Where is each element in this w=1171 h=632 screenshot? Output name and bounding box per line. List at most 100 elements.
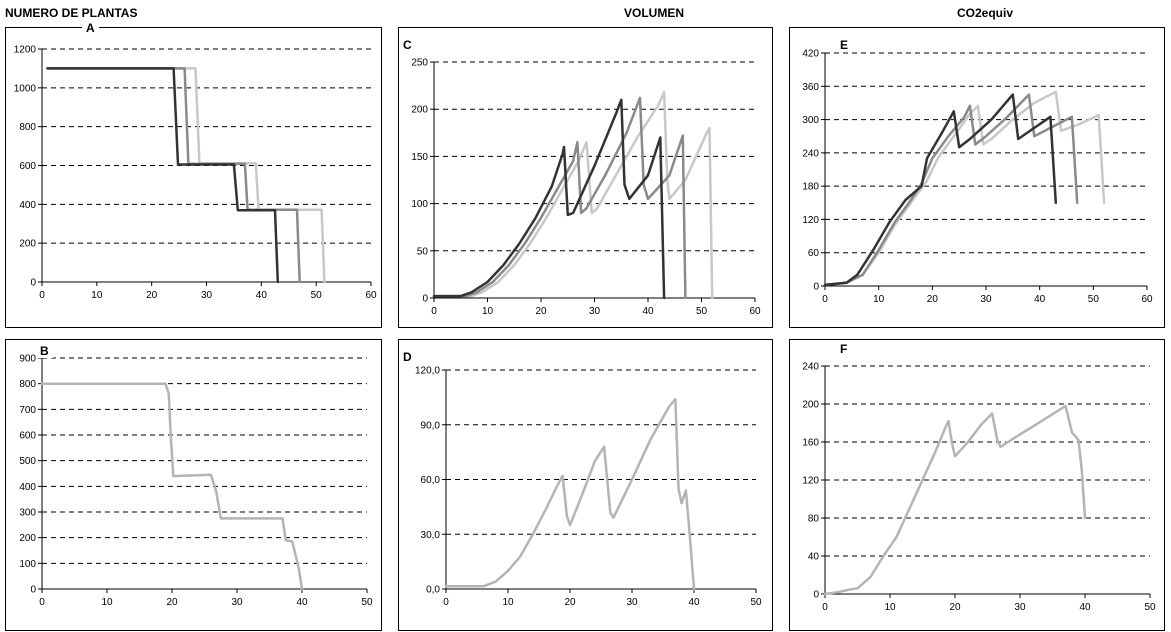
chart-b-y-tick-label: 700 bbox=[19, 405, 36, 416]
panel-letter-e: E bbox=[836, 38, 853, 52]
chart-e-x-tick-label: 20 bbox=[927, 294, 939, 305]
chart-c-y-tick-label: 50 bbox=[417, 246, 429, 257]
chart-f-y-tick-label: 240 bbox=[802, 362, 819, 373]
chart-c-x-tick-label: 50 bbox=[696, 306, 708, 317]
chart-f-y-tick-label: 200 bbox=[802, 400, 819, 411]
chart-f-y-tick-label: 120 bbox=[802, 476, 819, 487]
chart-f-x-tick-label: 30 bbox=[1014, 602, 1026, 613]
chart-b-plot: 0 100 200 300 400 500 600 700 800 900 0 10 20 30 40 50 bbox=[19, 354, 373, 609]
chart-b-y-tick-label: 200 bbox=[19, 533, 36, 544]
chart-a-x-tick-label: 0 bbox=[39, 290, 45, 301]
chart-f-plot: 0 40 80 120 160 200 240 0 10 20 30 40 50 bbox=[802, 362, 1156, 614]
chart-c-series-line-1 bbox=[432, 90, 714, 300]
chart-c-y-tick-label: 250 bbox=[411, 58, 428, 69]
chart-b-y-tick-label: 900 bbox=[19, 354, 36, 365]
chart-a-y-tick-label: 1000 bbox=[14, 83, 37, 94]
chart-f-x-tick-label: 50 bbox=[1144, 602, 1156, 613]
chart-d-y-tick-label: 60,0 bbox=[421, 475, 441, 486]
chart-a-y-tick-label: 0 bbox=[30, 278, 36, 289]
panel-letter-f: F bbox=[836, 342, 852, 356]
chart-d-series-line-1 bbox=[444, 397, 696, 591]
chart-b-x-tick-label: 10 bbox=[101, 597, 113, 608]
chart-c-x-tick-label: 40 bbox=[642, 306, 654, 317]
chart-a-x-tick-label: 60 bbox=[365, 290, 377, 301]
chart-b-x-tick-label: 0 bbox=[39, 597, 45, 608]
chart-e-y-tick-label: 420 bbox=[802, 49, 819, 60]
chart-a-y-tick-label: 600 bbox=[19, 161, 36, 172]
column-title-numero-de-plantas: NUMERO DE PLANTAS bbox=[5, 6, 138, 20]
chart-b-series-line-1 bbox=[40, 382, 304, 591]
chart-d-y-tick-label: 90,0 bbox=[421, 420, 441, 431]
chart-c-y-tick-label: 200 bbox=[411, 105, 428, 116]
chart-c-x-tick-label: 0 bbox=[431, 306, 437, 317]
chart-e-y-tick-label: 0 bbox=[813, 282, 819, 293]
chart-b-y-tick-label: 0 bbox=[30, 585, 36, 596]
chart-e-x-tick-label: 40 bbox=[1034, 294, 1046, 305]
chart-a-series-line-3 bbox=[46, 67, 280, 284]
chart-d-x-tick-label: 30 bbox=[626, 597, 638, 608]
chart-f-x-tick-label: 0 bbox=[822, 602, 828, 613]
chart-b-y-tick-label: 400 bbox=[19, 482, 36, 493]
chart-a-x-tick-label: 20 bbox=[146, 290, 158, 301]
chart-e-y-tick-label: 120 bbox=[802, 215, 819, 226]
chart-d-y-tick-label: 30,0 bbox=[421, 530, 441, 541]
chart-a-series-line-1 bbox=[46, 67, 326, 284]
chart-panel-b: 0 100 200 300 400 500 600 700 800 900 0 10 20 30 40 50 … bbox=[5, 339, 382, 631]
chart-c-y-tick-label: 100 bbox=[411, 199, 428, 210]
chart-a-y-tick-label: 200 bbox=[19, 239, 36, 250]
chart-e-plot: 0 60 120 180 240 300 360 420 0 10 20 30 40 50 60 bbox=[802, 49, 1153, 306]
chart-a-y-tick-label: 800 bbox=[19, 122, 36, 133]
chart-d-x-tick-label: 20 bbox=[564, 597, 576, 608]
panel-letter-a: A bbox=[82, 21, 99, 35]
chart-e-y-tick-label: 60 bbox=[808, 248, 820, 259]
chart-a-y-tick-label: 400 bbox=[19, 200, 36, 211]
panel-letter-c: C bbox=[399, 38, 416, 52]
chart-c-plot: 0 50 100 150 200 250 0 10 20 30 40 50 60 bbox=[411, 58, 761, 318]
chart-b-x-tick-label: 20 bbox=[166, 597, 178, 608]
chart-e-series-line-3 bbox=[823, 93, 1058, 287]
chart-e-x-tick-label: 50 bbox=[1088, 294, 1100, 305]
chart-b-y-tick-label: 300 bbox=[19, 508, 36, 519]
chart-panel-f: 0 40 80 120 160 200 240 0 10 20 30 40 50 F bbox=[789, 339, 1165, 631]
chart-panel-c: 0 50 100 150 200 250 0 10 20 30 40 50 60 C bbox=[398, 27, 773, 328]
chart-f-y-tick-label: 80 bbox=[808, 514, 820, 525]
chart-e-y-tick-label: 300 bbox=[802, 115, 819, 126]
column-title-co2equiv: CO2equiv bbox=[957, 6, 1014, 20]
chart-f-y-tick-label: 40 bbox=[808, 552, 820, 563]
chart-a-plot: 0 200 400 600 800 1000 1200 0 10 20 30 40 50 60 bbox=[14, 45, 377, 302]
chart-d-plot: 0,0 30,0 60,0 90,0 120,0 0 10 20 30 40 50 bbox=[415, 366, 762, 609]
chart-c-series-line-2 bbox=[432, 96, 687, 300]
chart-e-x-tick-label: 0 bbox=[822, 294, 828, 305]
chart-d-y-tick-label: 120,0 bbox=[415, 366, 440, 377]
chart-a-series-line-2 bbox=[46, 67, 301, 284]
chart-b-x-tick-label: 40 bbox=[296, 597, 308, 608]
chart-f-x-tick-label: 40 bbox=[1079, 602, 1091, 613]
chart-b-y-tick-label: 100 bbox=[19, 559, 36, 570]
chart-a-x-tick-label: 30 bbox=[201, 290, 213, 301]
panel-letter-b: B bbox=[36, 344, 53, 358]
chart-c-y-tick-label: 0 bbox=[422, 294, 428, 305]
chart-a-x-tick-label: 50 bbox=[311, 290, 323, 301]
chart-d-x-tick-label: 0 bbox=[443, 597, 449, 608]
chart-panel-e: 0 60 120 180 240 300 360 420 0 10 20 30 40 50 60 E bbox=[789, 27, 1165, 328]
chart-b-y-tick-label: 800 bbox=[19, 379, 36, 390]
chart-e-y-tick-label: 180 bbox=[802, 182, 819, 193]
chart-b-x-tick-label: 50 bbox=[361, 597, 373, 608]
chart-e-x-tick-label: 10 bbox=[873, 294, 885, 305]
chart-f-x-tick-label: 20 bbox=[949, 602, 961, 613]
chart-a-x-tick-label: 40 bbox=[256, 290, 268, 301]
chart-b-y-tick-label: 500 bbox=[19, 456, 36, 467]
chart-d-y-tick-label: 0,0 bbox=[426, 585, 440, 596]
chart-e-y-tick-label: 360 bbox=[802, 82, 819, 93]
chart-f-y-tick-label: 160 bbox=[802, 438, 819, 449]
chart-c-x-tick-label: 10 bbox=[482, 306, 494, 317]
chart-d-x-tick-label: 40 bbox=[688, 597, 700, 608]
column-title-volumen: VOLUMEN bbox=[624, 6, 684, 20]
chart-d-x-tick-label: 50 bbox=[750, 597, 762, 608]
chart-a-x-tick-label: 10 bbox=[91, 290, 103, 301]
chart-f-x-tick-label: 10 bbox=[884, 602, 896, 613]
chart-d-x-tick-label: 10 bbox=[502, 597, 514, 608]
chart-c-series-line-3 bbox=[432, 98, 666, 300]
panel-letter-d: D bbox=[399, 350, 416, 364]
chart-e-y-tick-label: 240 bbox=[802, 148, 819, 159]
